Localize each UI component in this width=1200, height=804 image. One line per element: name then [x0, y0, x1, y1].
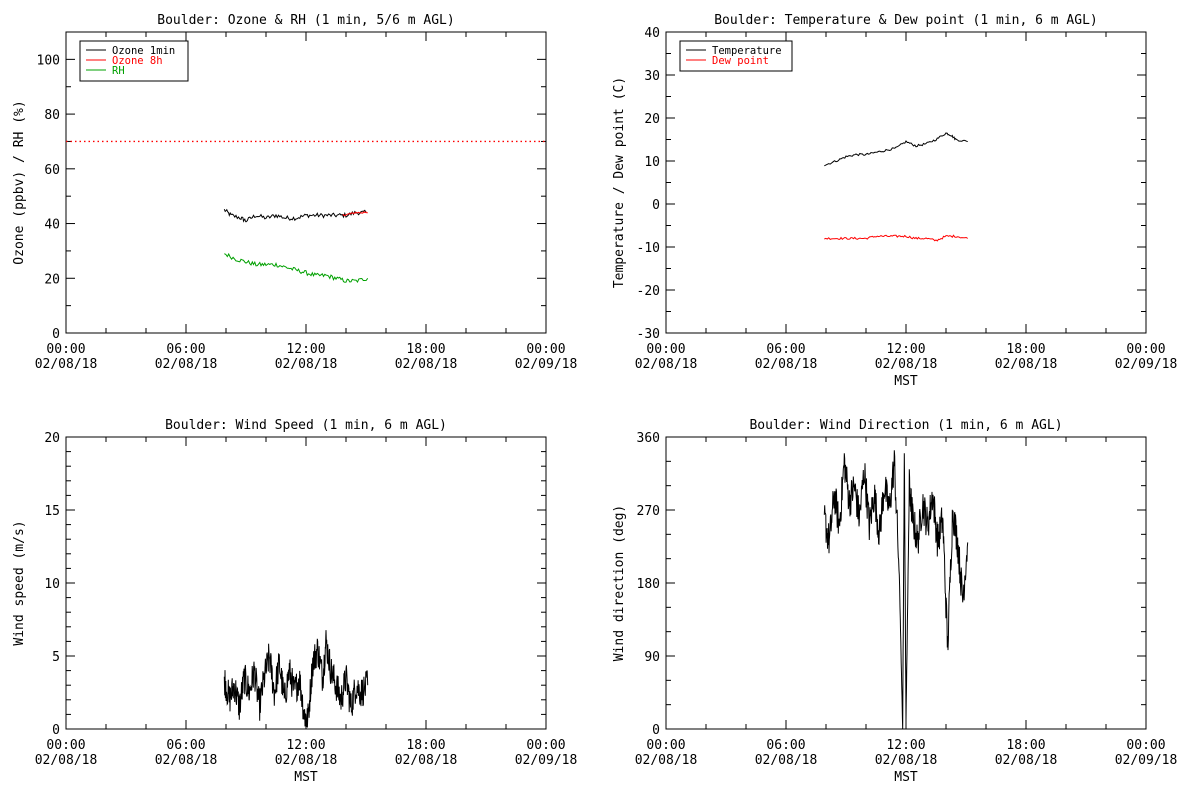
x-tick-label-time: 06:00: [766, 342, 805, 357]
y-tick-label: 15: [44, 504, 60, 519]
y-tick-label: -10: [637, 241, 660, 256]
y-tick-label: 30: [644, 69, 660, 84]
y-axis-label: Wind speed (m/s): [12, 520, 27, 645]
x-tick-label-date: 02/08/18: [995, 753, 1058, 768]
legend-label: Temperature: [712, 45, 782, 57]
y-tick-label: 180: [637, 577, 660, 592]
y-tick-label: 5: [52, 650, 60, 665]
y-axis-label: Temperature / Dew point (C): [612, 77, 627, 288]
x-tick-label-time: 00:00: [1126, 342, 1165, 357]
x-tick-label-time: 18:00: [1006, 738, 1045, 753]
legend-label: RH: [112, 65, 125, 77]
y-tick-label: 80: [44, 108, 60, 123]
y-tick-label: 40: [44, 218, 60, 233]
y-tick-label: 10: [44, 577, 60, 592]
x-tick-label-date: 02/08/18: [155, 357, 218, 372]
series-ozone-8h: [342, 211, 368, 217]
x-tick-label-time: 12:00: [286, 738, 325, 753]
plot-frame: [65, 436, 547, 730]
series-temperature: [824, 132, 968, 167]
y-tick-label: -20: [637, 284, 660, 299]
chart-panel-4: Boulder: Wind Direction (1 min, 6 m AGL)…: [612, 418, 1177, 785]
y-tick-label: 20: [644, 112, 660, 127]
series-rh: [224, 252, 369, 283]
x-tick-label-time: 18:00: [406, 738, 445, 753]
series-dew-point: [824, 234, 968, 242]
x-tick-label-date: 02/08/18: [155, 753, 218, 768]
x-tick-label-date: 02/09/18: [1115, 753, 1178, 768]
y-axis-label: Wind direction (deg): [612, 505, 627, 662]
x-tick-label-time: 12:00: [886, 738, 925, 753]
x-tick-label-time: 00:00: [526, 342, 565, 357]
legend-box: [679, 40, 793, 72]
chart-title: Boulder: Temperature & Dew point (1 min,…: [714, 13, 1098, 28]
y-tick-label: 0: [652, 723, 660, 738]
series-line: [823, 450, 969, 729]
x-tick-label-date: 02/08/18: [755, 357, 818, 372]
x-tick-label-time: 00:00: [526, 738, 565, 753]
chart-panel-3: Boulder: Wind Speed (1 min, 6 m AGL) 00:0…: [12, 418, 577, 785]
x-tick-label-time: 00:00: [1126, 738, 1165, 753]
y-tick-label: 0: [52, 723, 60, 738]
x-tick-label-time: 18:00: [406, 342, 445, 357]
x-tick-label-time: 00:00: [46, 342, 85, 357]
x-tick-label-date: 02/08/18: [755, 753, 818, 768]
x-tick-label-date: 02/09/18: [515, 357, 578, 372]
x-axis-label: MST: [894, 770, 918, 785]
x-tick-label-date: 02/09/18: [515, 753, 578, 768]
y-tick-label: 40: [644, 26, 660, 41]
chart-panel-2: Boulder: Temperature & Dew point (1 min,…: [612, 13, 1177, 389]
series-ozone-1min: [223, 208, 367, 223]
y-tick-label: -30: [637, 327, 660, 342]
x-tick-label-time: 06:00: [166, 342, 205, 357]
x-axis-label: MST: [294, 770, 318, 785]
plot-frame: [665, 31, 1147, 334]
x-tick-label-date: 02/09/18: [1115, 357, 1178, 372]
y-tick-label: 20: [44, 431, 60, 446]
x-tick-label-date: 02/08/18: [35, 357, 98, 372]
x-tick-label-date: 02/08/18: [275, 357, 338, 372]
chart-panel-1: Boulder: Ozone & RH (1 min, 5/6 m AGL)00…: [12, 13, 577, 372]
y-tick-label: 20: [44, 272, 60, 287]
legend-label: Ozone 1min: [112, 45, 175, 57]
y-tick-label: 100: [37, 53, 60, 68]
x-tick-label-time: 12:00: [286, 342, 325, 357]
legend-label: Ozone 8h: [112, 55, 163, 67]
series-line: [223, 630, 369, 728]
legend-label: Dew point: [712, 55, 769, 67]
x-tick-label-time: 12:00: [886, 342, 925, 357]
legend-box: [79, 40, 189, 82]
y-tick-label: 0: [652, 198, 660, 213]
y-axis-label: Ozone (ppbv) / RH (%): [12, 100, 27, 264]
x-tick-label-time: 00:00: [46, 738, 85, 753]
x-tick-label-time: 18:00: [1006, 342, 1045, 357]
x-axis-label: MST: [894, 374, 918, 389]
x-tick-label-date: 02/08/18: [395, 753, 458, 768]
chart-title: Boulder: Wind Direction (1 min, 6 m AGL): [749, 418, 1062, 433]
y-tick-label: 360: [637, 431, 660, 446]
y-tick-label: 270: [637, 504, 660, 519]
x-tick-label-date: 02/08/18: [275, 753, 338, 768]
x-tick-label-date: 02/08/18: [995, 357, 1058, 372]
y-tick-label: 0: [52, 327, 60, 342]
x-tick-label-time: 00:00: [646, 342, 685, 357]
x-tick-label-date: 02/08/18: [395, 357, 458, 372]
y-tick-label: 90: [644, 650, 660, 665]
x-tick-label-date: 02/08/18: [875, 753, 938, 768]
x-tick-label-date: 02/08/18: [635, 753, 698, 768]
y-tick-label: 10: [644, 155, 660, 170]
x-tick-label-date: 02/08/18: [875, 357, 938, 372]
x-tick-label-time: 00:00: [646, 738, 685, 753]
x-tick-label-time: 06:00: [166, 738, 205, 753]
x-tick-label-date: 02/08/18: [35, 753, 98, 768]
x-tick-label-time: 06:00: [766, 738, 805, 753]
x-tick-label-date: 02/08/18: [635, 357, 698, 372]
y-tick-label: 60: [44, 163, 60, 178]
chart-title: Boulder: Wind Speed (1 min, 6 m AGL): [165, 418, 447, 433]
chart-title: Boulder: Ozone & RH (1 min, 5/6 m AGL): [157, 13, 454, 28]
